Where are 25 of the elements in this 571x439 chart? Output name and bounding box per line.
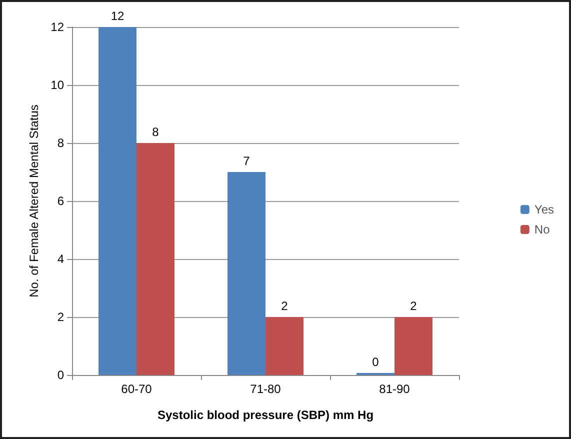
bar [136, 143, 174, 375]
x-tick-label: 81-90 [379, 382, 410, 396]
y-tick-label: 12 [50, 20, 64, 34]
x-tick-label: 71-80 [250, 382, 282, 396]
y-tick-label: 0 [57, 368, 64, 382]
y-tick-label: 4 [57, 252, 64, 266]
y-axis-title: No. of Female Altered Mental Status [26, 104, 41, 298]
bar [394, 317, 432, 375]
bar [98, 27, 136, 375]
bar [228, 172, 266, 375]
y-tick-label: 8 [57, 136, 64, 150]
x-axis-title: Systolic blood pressure (SBP) mm Hg [157, 408, 374, 422]
y-tick-label: 10 [50, 78, 64, 92]
data-label: 2 [281, 299, 288, 313]
data-label: 0 [372, 355, 380, 369]
legend-label: No [534, 222, 550, 236]
y-tick-label: 6 [57, 194, 64, 208]
y-tick-label: 2 [57, 310, 64, 324]
data-label: 7 [243, 154, 250, 168]
data-label: 8 [152, 125, 160, 139]
legend-label: Yes [534, 202, 554, 216]
data-label: 12 [110, 9, 124, 23]
data-label: 2 [410, 299, 418, 313]
bar [266, 317, 304, 375]
x-tick-label: 60-70 [121, 382, 152, 396]
